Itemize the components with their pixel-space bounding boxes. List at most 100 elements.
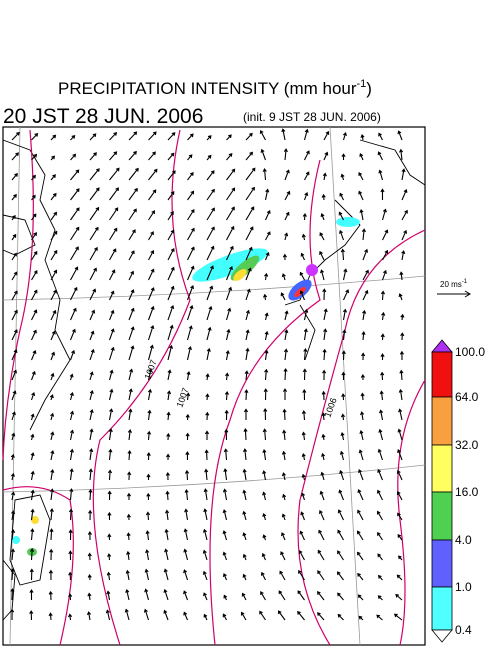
wind-arrow: [165, 471, 170, 481]
wind-arrow: [401, 229, 408, 241]
wind-arrow: [321, 412, 326, 421]
wind-arrow: [320, 213, 325, 221]
wind-arrow: [147, 388, 152, 401]
wind-arrow: [183, 611, 189, 621]
wind-arrow: [68, 529, 73, 541]
wind-arrow: [359, 152, 364, 161]
wind-arrow: [30, 508, 35, 521]
wind-arrow: [301, 233, 306, 241]
wind-arrow: [69, 373, 74, 381]
wind-arrow: [31, 213, 37, 221]
wind-arrow: [222, 613, 227, 621]
wind-arrow: [166, 390, 172, 401]
wind-arrow: [89, 288, 97, 301]
wind-arrow: [163, 588, 169, 601]
wind-arrow: [245, 206, 255, 221]
wind-arrow: [243, 408, 249, 421]
wind-arrow: [187, 246, 195, 261]
wind-arrow: [358, 172, 364, 181]
wind-arrow: [398, 408, 403, 421]
colorbar-label: 32.0: [455, 438, 479, 452]
wind-arrow: [126, 492, 132, 501]
wind-arrow: [107, 533, 112, 541]
wind-arrow: [263, 407, 268, 421]
wind-arrow: [204, 449, 209, 461]
wind-arrow: [167, 132, 176, 141]
wind-arrow: [242, 553, 247, 561]
wind-arrow: [245, 347, 250, 361]
wind-arrow: [357, 509, 364, 521]
wind-arrow: [147, 344, 154, 361]
wind-arrow: [382, 249, 389, 261]
wind-arrow: [48, 569, 53, 581]
wind-arrow: [380, 333, 385, 341]
wind-arrow: [342, 329, 347, 341]
wind-arrow: [148, 168, 158, 181]
coastlines: [2, 139, 426, 621]
rain-area: [31, 516, 39, 524]
wind-arrow: [323, 328, 328, 341]
wind-arrow: [128, 131, 138, 141]
wind-arrow: [393, 613, 403, 621]
wind-arrow: [339, 469, 345, 481]
wind-arrow: [281, 513, 286, 521]
wind-arrow: [277, 610, 286, 621]
wind-arrow: [148, 268, 155, 281]
wind-arrow: [301, 492, 306, 501]
wind-reference-label: 20 ms-1: [440, 279, 468, 289]
wind-arrow: [338, 489, 345, 501]
coastline: [299, 304, 316, 361]
wind-arrow: [226, 225, 235, 241]
wind-arrow: [11, 233, 17, 241]
wind-arrow: [50, 269, 58, 281]
wind-arrow: [299, 271, 305, 281]
wind-arrow: [284, 211, 290, 221]
wind-arrow: [145, 511, 151, 521]
wind-arrow: [380, 188, 385, 201]
wind-arrow: [284, 310, 289, 321]
wind-arrow: [11, 173, 18, 181]
wind-arrow: [357, 489, 364, 501]
wind-arrow: [380, 353, 385, 361]
wind-arrow: [361, 331, 366, 341]
wind-arrow: [222, 551, 228, 561]
wind-arrow: [265, 231, 271, 241]
wind-arrow: [89, 309, 96, 321]
wind-arrow: [245, 267, 252, 281]
wind-arrow: [10, 588, 15, 601]
map-frame: [2, 126, 426, 646]
wind-arrow: [225, 286, 233, 301]
wind-arrow: [87, 531, 92, 541]
wind-arrow: [397, 448, 403, 461]
wind-arrow: [377, 468, 384, 481]
wind-arrow: [70, 134, 76, 141]
wind-arrow: [203, 488, 208, 501]
wind-arrow: [317, 612, 325, 621]
wind-arrow: [183, 569, 189, 581]
wind-arrow: [338, 211, 344, 221]
wind-arrow: [284, 169, 290, 181]
wind-arrow: [128, 289, 135, 301]
wind-arrow: [167, 266, 175, 281]
wind-arrow: [11, 349, 18, 361]
wind-arrow: [341, 350, 346, 361]
wind-arrow: [106, 590, 111, 601]
wind-arrow: [244, 370, 249, 381]
wind-arrow: [11, 432, 16, 441]
wind-arrow: [282, 429, 287, 441]
wind-arrow: [304, 171, 310, 181]
wind-vectors: [10, 128, 408, 621]
wind-arrow: [50, 155, 56, 161]
wind-arrow: [11, 252, 17, 261]
wind-arrow: [399, 369, 404, 381]
wind-arrow: [69, 328, 76, 341]
wind-arrow: [50, 174, 56, 181]
wind-arrow: [396, 469, 403, 481]
wind-arrow: [11, 271, 18, 281]
wind-arrow: [342, 268, 348, 281]
wind-arrow: [128, 208, 137, 221]
wind-arrow: [147, 287, 155, 301]
wind-arrow: [184, 488, 189, 501]
wind-arrow: [109, 151, 118, 161]
wind-arrow: [401, 168, 406, 181]
